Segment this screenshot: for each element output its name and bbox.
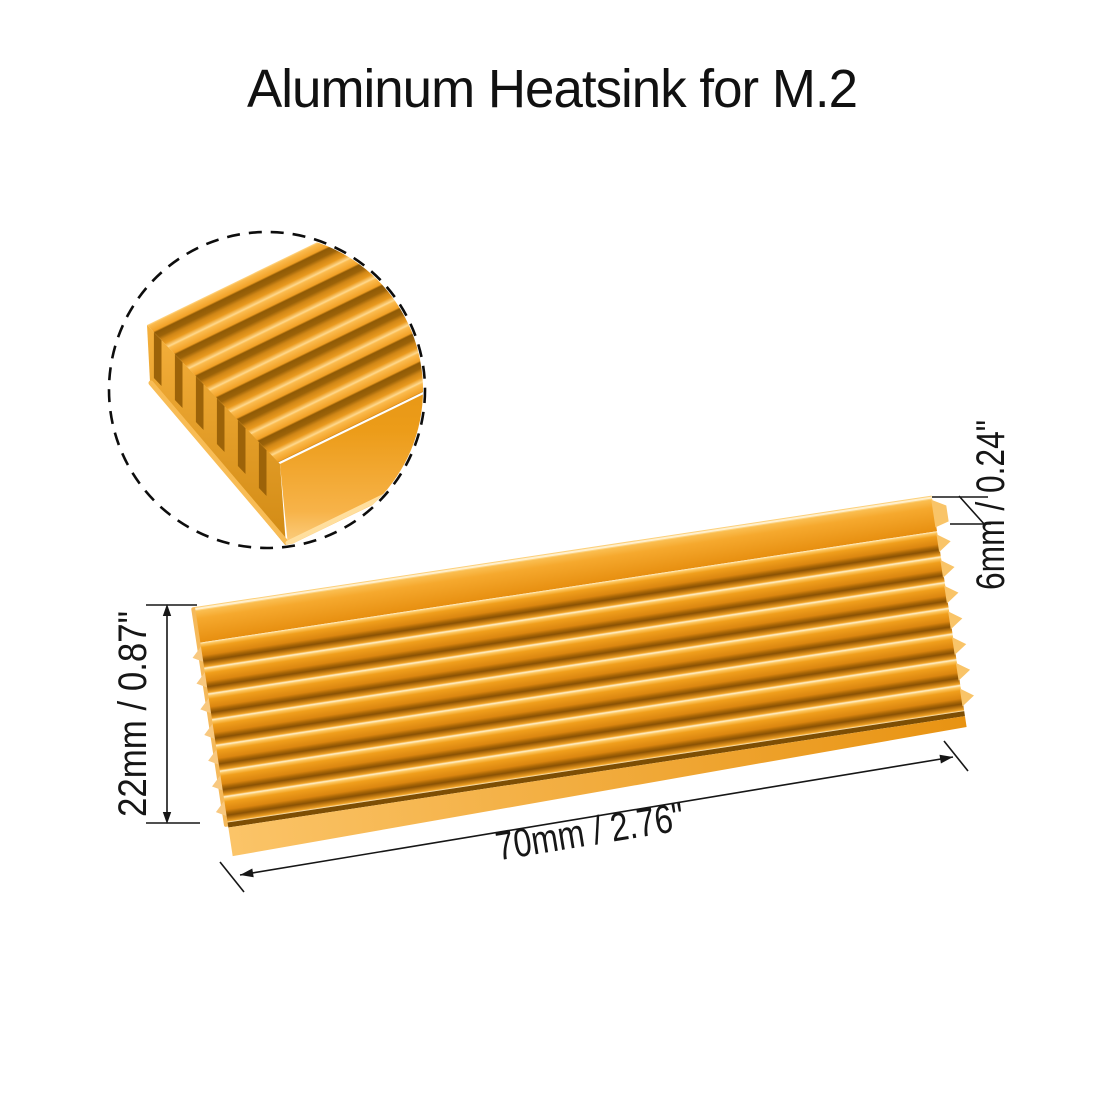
inset-end-channel-gaps	[153, 332, 267, 496]
page-title: Aluminum Heatsink for M.2	[247, 59, 857, 119]
heatsink-fin-bands	[200, 531, 965, 823]
heatsink-bottom-groove	[227, 711, 965, 828]
length-arrowhead-left	[240, 868, 254, 878]
detail-inset-photo	[147, 234, 423, 546]
height-oblique-stroke	[958, 495, 986, 526]
dashed-zoom-circle	[107, 230, 427, 550]
inset-fin-field	[147, 234, 423, 463]
height-dimension-label: 6mm / 0.24"	[969, 420, 1013, 590]
length-dimension-line	[239, 756, 954, 876]
main-heatsink	[191, 495, 974, 857]
inset-front-wall	[280, 316, 423, 546]
width-dimension-label: 22mm / 0.87"	[111, 611, 155, 817]
heatsink-top-face	[195, 499, 938, 643]
heatsink-top-edge-highlight	[195, 496, 933, 610]
width-arrowhead-top	[162, 604, 172, 616]
dimension-width: 22mm / 0.87"	[111, 604, 200, 824]
length-dimension-label: 70mm / 2.76"	[493, 795, 688, 869]
inset-base-edge-highlight	[148, 380, 290, 546]
dimension-height: 6mm / 0.24"	[932, 420, 1013, 590]
width-arrowhead-bottom	[162, 812, 172, 824]
length-tick-right	[943, 740, 969, 772]
heatsink-bottom-face	[228, 716, 967, 857]
heatsink-right-fin-tabs	[931, 499, 974, 707]
inset-wall-bottom-highlight	[285, 402, 423, 546]
length-arrowhead-right	[939, 754, 953, 764]
detail-inset	[107, 230, 427, 550]
heatsink-left-fin-tabs	[192, 645, 228, 817]
length-tick-left	[219, 861, 245, 893]
